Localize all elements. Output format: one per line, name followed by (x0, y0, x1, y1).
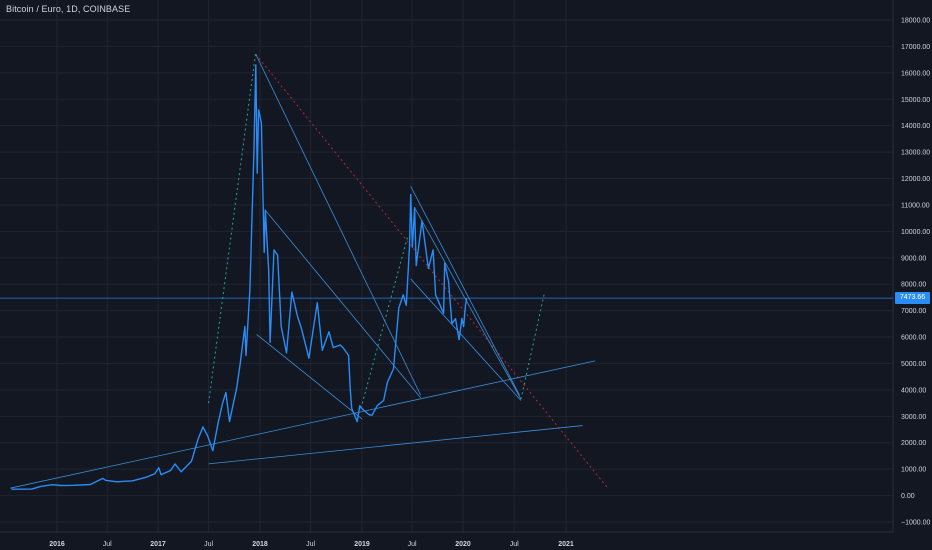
y-tick-label: 5000.00 (901, 361, 926, 368)
y-tick-label: 8000.00 (901, 282, 926, 289)
y-tick-label: 1000.00 (901, 467, 926, 474)
trendline[interactable] (265, 209, 421, 399)
y-tick-label: −1000.00 (901, 520, 930, 527)
x-tick-label: 2020 (455, 541, 471, 548)
y-tick-label: 6000.00 (901, 335, 926, 342)
trendline[interactable] (208, 425, 583, 465)
x-tick-label: 2018 (252, 541, 268, 548)
trendline[interactable] (414, 207, 522, 400)
y-tick-label: 10000.00 (901, 229, 930, 236)
trendline[interactable] (410, 186, 520, 396)
price-series-line[interactable] (11, 64, 468, 490)
x-tick-label: Jul (408, 541, 417, 548)
trendline[interactable] (10, 360, 596, 489)
x-tick-label: Jul (103, 541, 112, 548)
y-tick-label: 15000.00 (901, 97, 930, 104)
x-tick-label: 2016 (49, 541, 65, 548)
y-tick-label: 16000.00 (901, 70, 930, 77)
last-price-tag: 7473.66 (895, 292, 930, 305)
trendline[interactable] (410, 278, 522, 401)
y-tick-label: 12000.00 (901, 176, 930, 183)
x-tick-label: Jul (510, 541, 519, 548)
y-tick-label: 7000.00 (901, 308, 926, 315)
trendline[interactable] (255, 54, 422, 396)
resistance-line[interactable] (255, 54, 609, 490)
x-tick-label: Jul (306, 541, 315, 548)
y-tick-label: 18000.00 (901, 18, 930, 25)
y-tick-label: 9000.00 (901, 255, 926, 262)
x-tick-label: Jul (204, 541, 213, 548)
projection-line[interactable] (208, 51, 257, 404)
x-tick-label: 2017 (150, 541, 166, 548)
y-tick-label: 13000.00 (901, 150, 930, 157)
x-tick-label: 2019 (354, 541, 370, 548)
chart-title: Bitcoin / Euro, 1D, COINBASE (6, 4, 131, 14)
x-tick-label: 2021 (558, 541, 574, 548)
y-tick-label: 3000.00 (901, 414, 926, 421)
y-tick-label: 4000.00 (901, 387, 926, 394)
y-tick-label: 2000.00 (901, 440, 926, 447)
y-tick-label: 0.00 (901, 493, 915, 500)
y-tick-label: 14000.00 (901, 123, 930, 130)
trendline[interactable] (256, 334, 363, 420)
y-tick-label: 17000.00 (901, 44, 930, 51)
y-tick-label: 11000.00 (901, 202, 930, 209)
